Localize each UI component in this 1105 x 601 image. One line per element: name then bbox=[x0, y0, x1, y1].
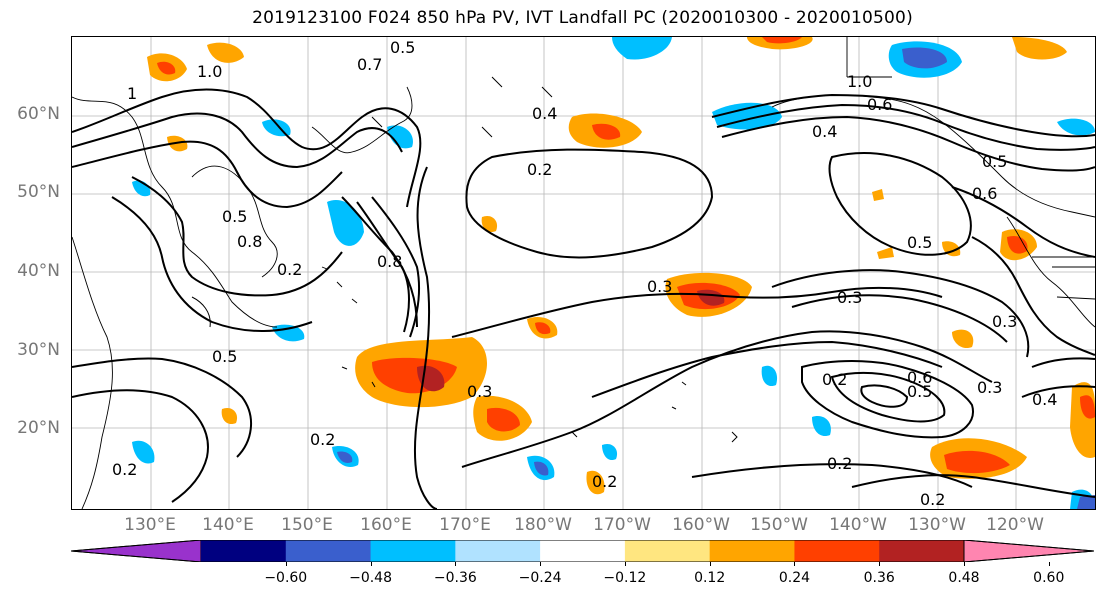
lon-label: 170°W bbox=[593, 515, 651, 535]
contour-label: 0.5 bbox=[222, 207, 247, 226]
colorbar-segment bbox=[624, 540, 711, 562]
contour-label: 1 bbox=[127, 84, 137, 103]
contour-label: 0.3 bbox=[977, 378, 1002, 397]
contour-label: 0.6 bbox=[867, 95, 892, 114]
colorbar-segment bbox=[709, 540, 795, 562]
contour-label: 0.3 bbox=[647, 277, 672, 296]
map-canvas: 0.5 0.7 1.0 1 0.4 0.2 0.3 0.5 0.8 0.6 0.… bbox=[72, 37, 1095, 509]
contour-label: 1.0 bbox=[847, 72, 872, 91]
lat-label-50n: 50°N bbox=[17, 182, 60, 202]
colorbar bbox=[71, 540, 1094, 562]
positive-anomaly-fills bbox=[147, 37, 1095, 495]
colorbar-tick-mark bbox=[370, 562, 372, 566]
lon-label: 180°W bbox=[514, 515, 572, 535]
lon-label: 160°W bbox=[672, 515, 730, 535]
colorbar-tick-label: 0.60 bbox=[1033, 570, 1065, 586]
colorbar-segment bbox=[540, 540, 626, 562]
lon-label: 150°W bbox=[750, 515, 808, 535]
colorbar-tick-label: 0.12 bbox=[694, 570, 726, 586]
lat-label-40n: 40°N bbox=[17, 261, 60, 281]
contour-label: 0.4 bbox=[1032, 390, 1057, 409]
colorbar-segment bbox=[794, 540, 880, 562]
colorbar-tick-label: −0.60 bbox=[264, 570, 308, 586]
colorbar-tick-mark bbox=[879, 562, 881, 566]
lon-label: 170°E bbox=[439, 515, 491, 535]
contour-label: 0.2 bbox=[112, 460, 137, 479]
pv-contours bbox=[72, 88, 1095, 509]
contour-label: 0.2 bbox=[592, 472, 617, 491]
contour-labels: 0.5 0.7 1.0 1 0.4 0.2 0.3 0.5 0.8 0.6 0.… bbox=[112, 38, 1057, 509]
contour-label: 0.2 bbox=[822, 370, 847, 389]
contour-label: 0.2 bbox=[827, 454, 852, 473]
contour-label: 0.2 bbox=[310, 430, 335, 449]
lat-label-30n: 30°N bbox=[17, 340, 60, 360]
colorbar-tick-mark bbox=[285, 562, 287, 566]
colorbar-tick-mark bbox=[709, 562, 711, 566]
contour-label: 0.6 bbox=[972, 184, 997, 203]
colorbar-segment bbox=[370, 540, 456, 562]
colorbar-tick-mark bbox=[540, 562, 542, 566]
colorbar-segment bbox=[285, 540, 372, 562]
contour-label: 0.2 bbox=[527, 160, 552, 179]
lon-label: 140°W bbox=[829, 515, 887, 535]
colorbar-tick-label: −0.24 bbox=[518, 570, 562, 586]
colorbar-tick-mark bbox=[964, 562, 965, 566]
colorbar-segment bbox=[455, 540, 541, 562]
map-title: 2019123100 F024 850 hPa PV, IVT Landfall… bbox=[252, 8, 913, 28]
contour-label: 0.5 bbox=[390, 38, 415, 57]
colorbar-tick-label: 0.36 bbox=[863, 570, 895, 586]
colorbar-extend-low bbox=[71, 540, 202, 562]
contour-label: 0.3 bbox=[467, 382, 492, 401]
lon-label: 160°E bbox=[360, 515, 412, 535]
lon-label: 130°E bbox=[124, 515, 176, 535]
colorbar-extend-high bbox=[963, 540, 1094, 562]
contour-label: 0.3 bbox=[992, 312, 1017, 331]
pv-contours-thin bbox=[191, 76, 738, 443]
contour-label: 0.8 bbox=[237, 232, 262, 251]
colorbar-tick-mark bbox=[794, 562, 796, 566]
colorbar-tick-label: 0.24 bbox=[778, 570, 811, 586]
colorbar-tick-label: −0.36 bbox=[433, 570, 477, 586]
contour-label: 0.2 bbox=[277, 260, 302, 279]
colorbar-tick-mark bbox=[624, 562, 626, 566]
colorbar-tick-label: 0.48 bbox=[948, 570, 980, 586]
colorbar-tick-mark bbox=[1048, 562, 1050, 566]
contour-label: 0.4 bbox=[812, 122, 837, 141]
lat-label-60n: 60°N bbox=[17, 104, 60, 124]
coastlines bbox=[72, 37, 1095, 509]
contour-label: 0.2 bbox=[920, 490, 945, 509]
colorbar-segment bbox=[879, 540, 965, 562]
contour-label: 0.5 bbox=[907, 382, 932, 401]
contour-label: 0.8 bbox=[377, 252, 402, 271]
lat-label-20n: 20°N bbox=[17, 418, 60, 438]
contour-label: 0.6 bbox=[907, 368, 932, 387]
lon-label: 130°W bbox=[908, 515, 966, 535]
contour-label: 0.5 bbox=[982, 152, 1007, 171]
contour-label: 0.5 bbox=[907, 233, 932, 252]
lon-label: 140°E bbox=[202, 515, 254, 535]
contour-label: 0.7 bbox=[357, 55, 382, 74]
contour-label: 0.3 bbox=[837, 288, 862, 307]
contour-label: 0.5 bbox=[212, 347, 237, 366]
contour-label: 0.4 bbox=[532, 104, 557, 123]
colorbar-tick-label: −0.12 bbox=[603, 570, 647, 586]
colorbar-tick-label: −0.48 bbox=[349, 570, 392, 586]
colorbar-tick-mark bbox=[455, 562, 457, 566]
contour-label: 1.0 bbox=[197, 62, 222, 81]
map-panel: 0.5 0.7 1.0 1 0.4 0.2 0.3 0.5 0.8 0.6 0.… bbox=[71, 36, 1096, 510]
lon-label: 150°E bbox=[281, 515, 333, 535]
colorbar-segment bbox=[201, 540, 287, 562]
lon-label: 120°W bbox=[986, 515, 1044, 535]
